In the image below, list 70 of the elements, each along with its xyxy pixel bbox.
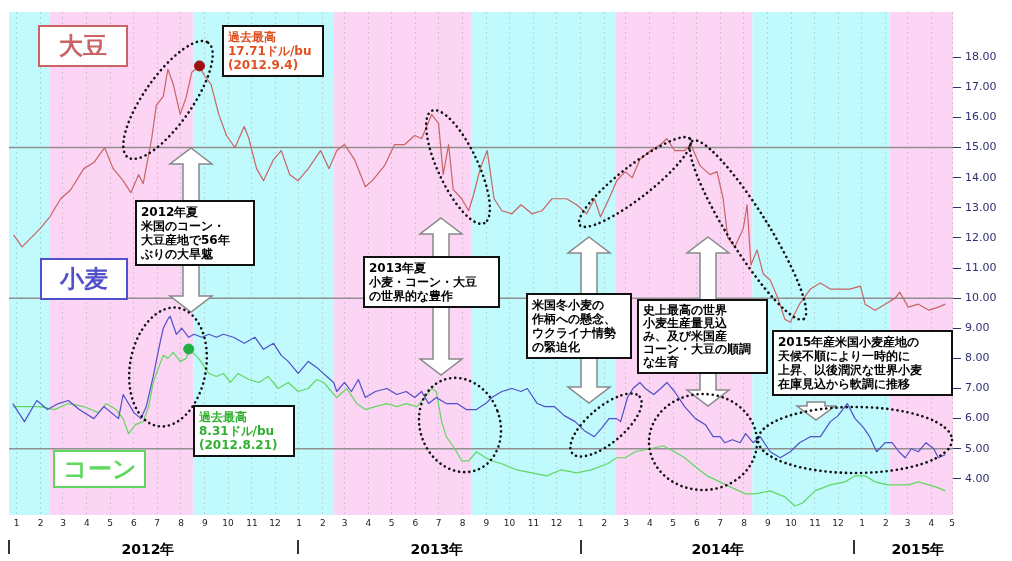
x-tick-label: 7: [154, 517, 160, 528]
text: 大豆: [38, 25, 128, 67]
x-tick-label: 4: [84, 517, 91, 528]
y-tick-label: 8.00: [965, 351, 990, 365]
text: 2012年: [120, 540, 176, 558]
x-tick-label: 1: [296, 517, 302, 528]
y-tick-label: 9.00: [965, 321, 990, 335]
x-tick-label: 5: [388, 517, 395, 528]
x-tick-label: 9: [765, 517, 772, 528]
x-tick-label: 2: [883, 517, 889, 528]
x-tick-label: 12: [269, 517, 281, 528]
x-tick-label: 8: [459, 517, 466, 528]
x-tick-label: 3: [341, 517, 348, 528]
annotation: 米国冬小麦の作柄への懸念、ウクライナ情勢の緊迫化: [526, 293, 632, 359]
y-tick-label: 18.00: [965, 50, 997, 64]
x-tick-label: 5: [107, 517, 113, 528]
y-tick-label: 17.00: [965, 80, 997, 94]
x-tick-label: 2: [601, 517, 608, 528]
x-tick-label: 2: [37, 517, 44, 528]
y-tick-label: 11.00: [965, 260, 997, 274]
x-tick-label: 11: [246, 517, 258, 528]
annotation: 史上最高の世界小麦生産量見込み、及び米国産コーン・大豆の順調な生育: [637, 299, 768, 374]
x-tick-label: 3: [60, 517, 66, 528]
y-tick-label: 7.00: [965, 381, 990, 395]
text: 2014年: [690, 540, 746, 558]
x-tick-label: 3: [904, 517, 911, 528]
x-tick-label: 1: [13, 517, 20, 528]
text: 小麦: [40, 258, 128, 300]
x-tick-label: 10: [222, 517, 235, 528]
x-tick-label: 8: [178, 517, 185, 528]
y-tick-label: 14.00: [965, 170, 997, 184]
y-tick-label: 4.00: [965, 471, 990, 485]
x-tick-label: 5: [670, 517, 676, 528]
annotation: 過去最高 17.71ドル/bu (2012.9.4): [222, 25, 324, 77]
x-tick-label: 9: [202, 517, 209, 528]
x-tick-label: 7: [435, 517, 442, 528]
y-tick-label: 16.00: [965, 110, 997, 124]
y-tick-label: 6.00: [965, 411, 990, 425]
x-tick-label: 6: [131, 517, 138, 528]
annotation: 2013年夏小麦・コーン・大豆の世界的な豊作: [363, 256, 500, 308]
annotation: 2015年産米国小麦産地の天候不順により一時的に上昇、以後潤沢な世界小麦在庫見込から軟調に推移: [772, 330, 953, 396]
y-tick-label: 13.00: [965, 200, 997, 214]
y-tick-label: 10.00: [965, 291, 997, 304]
x-tick-label: 1: [859, 517, 865, 528]
text: 2015年: [890, 540, 946, 558]
y-tick-label: 5.00: [965, 441, 990, 455]
x-tick-label: 8: [741, 517, 748, 528]
text: 2013年: [409, 540, 465, 558]
x-tick-label: 12: [832, 517, 844, 528]
x-tick-label: 4: [647, 517, 654, 528]
x-tick-label: 5: [949, 517, 956, 528]
x-tick-label: 12: [550, 517, 563, 528]
y-tick-label: 12.00: [965, 230, 997, 244]
x-tick-label: 11: [527, 517, 540, 528]
x-tick-label: 7: [717, 517, 723, 528]
y-tick-label: 15.00: [965, 140, 997, 154]
series-label: コーン: [53, 450, 146, 488]
x-tick-label: 11: [809, 517, 821, 528]
x-tick-label: 10: [785, 517, 798, 528]
x-tick-label: 6: [412, 517, 419, 528]
annotation: 2012年夏米国のコーン・大豆産地で56年ぶりの大旱魃: [135, 200, 255, 266]
x-tick-label: 2: [320, 517, 326, 528]
annotation: 過去最高 8.31ドル/bu (2012.8.21): [193, 405, 295, 457]
x-tick-label: 4: [928, 517, 935, 528]
x-tick-label: 1: [577, 517, 584, 528]
x-tick-label: 4: [365, 517, 372, 528]
x-tick-label: 10: [503, 517, 516, 528]
x-tick-label: 3: [623, 517, 629, 528]
x-tick-label: 6: [694, 517, 701, 528]
x-tick-label: 9: [483, 517, 490, 528]
